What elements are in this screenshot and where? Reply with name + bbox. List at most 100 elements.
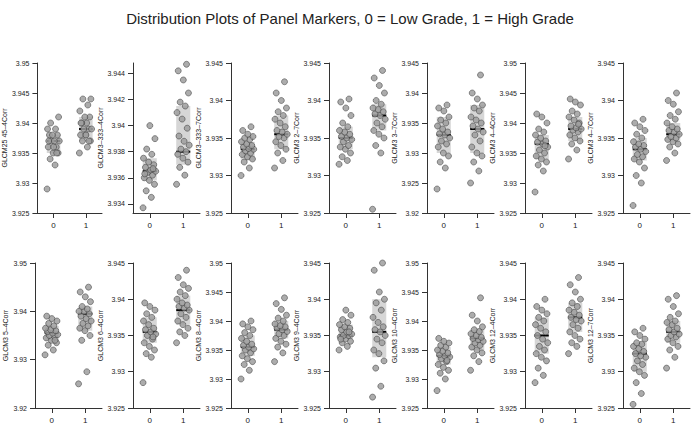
svg-text:3.935: 3.935 [597,135,615,142]
svg-text:0: 0 [148,416,153,425]
svg-text:3.94: 3.94 [209,318,223,325]
svg-text:GLCM3 12–7Corr: GLCM3 12–7Corr [587,307,594,363]
svg-text:0: 0 [638,416,643,425]
svg-text:0: 0 [50,416,55,425]
svg-text:3.925: 3.925 [597,405,615,412]
svg-text:3.93: 3.93 [16,180,30,187]
svg-text:0: 0 [246,416,251,425]
svg-text:0: 0 [51,221,56,230]
svg-text:0: 0 [344,221,349,230]
svg-text:1: 1 [83,416,88,425]
svg-text:3.935: 3.935 [401,347,419,354]
svg-text:GLCM3–333–4Corr: GLCM3–333–4Corr [97,107,104,169]
svg-text:3.92: 3.92 [405,210,419,217]
svg-text:3.95: 3.95 [209,260,223,267]
svg-text:1: 1 [279,221,284,230]
svg-text:1: 1 [671,416,676,425]
svg-text:1: 1 [377,221,382,230]
svg-text:3.935: 3.935 [303,332,321,339]
svg-text:3.945: 3.945 [499,90,517,97]
svg-text:0: 0 [442,221,447,230]
svg-text:3.945: 3.945 [303,260,321,267]
svg-text:GLCM3 3–7Corr: GLCM3 3–7Corr [391,112,398,164]
svg-text:GLCM3 5–4Corr: GLCM3 5–4Corr [2,309,9,361]
svg-text:3.95: 3.95 [405,260,419,267]
svg-text:3.93: 3.93 [209,376,223,383]
svg-text:3.945: 3.945 [499,260,517,267]
svg-text:3.93: 3.93 [601,368,615,375]
svg-text:3.93: 3.93 [405,376,419,383]
svg-text:0: 0 [442,416,447,425]
svg-text:3.94: 3.94 [16,120,30,127]
svg-text:3.945: 3.945 [205,60,223,67]
svg-text:GLCM3 12–4Corr: GLCM3 12–4Corr [489,307,496,363]
svg-text:3.925: 3.925 [401,405,419,412]
svg-text:3.935: 3.935 [499,332,517,339]
svg-text:3.925: 3.925 [205,405,223,412]
svg-text:3.925: 3.925 [303,405,321,412]
svg-text:0: 0 [638,221,643,230]
svg-text:3.945: 3.945 [597,60,615,67]
svg-text:3.93: 3.93 [307,368,321,375]
svg-text:GLCM3 2–7Corr: GLCM3 2–7Corr [293,112,300,164]
svg-text:1: 1 [181,221,186,230]
svg-text:3.94: 3.94 [503,296,517,303]
svg-text:3.94: 3.94 [111,296,125,303]
svg-text:3.925: 3.925 [12,210,30,217]
svg-text:3.94: 3.94 [13,308,27,315]
svg-text:3.945: 3.945 [303,60,321,67]
svg-text:3.925: 3.925 [303,210,321,217]
svg-text:3.945: 3.945 [205,289,223,296]
svg-text:3.935: 3.935 [205,135,223,142]
svg-text:3.925: 3.925 [107,405,125,412]
svg-text:3.93: 3.93 [601,172,615,179]
svg-text:Distribution Plots of Panel Ma: Distribution Plots of Panel Markers, 0 =… [126,10,574,27]
svg-text:GLCM3 4–4Corr: GLCM3 4–4Corr [489,112,496,164]
svg-text:3.935: 3.935 [303,135,321,142]
svg-text:1: 1 [181,416,186,425]
svg-text:3.925: 3.925 [401,180,419,187]
svg-text:3.93: 3.93 [209,172,223,179]
svg-text:3.925: 3.925 [499,405,517,412]
svg-text:3.944: 3.944 [107,70,125,77]
svg-text:3.93: 3.93 [503,368,517,375]
svg-text:3.93: 3.93 [503,180,517,187]
svg-text:3.934: 3.934 [107,200,125,207]
svg-text:1: 1 [671,221,676,230]
svg-text:0: 0 [246,221,251,230]
svg-text:3.94: 3.94 [307,97,321,104]
svg-text:GLCM3 10–4Corr: GLCM3 10–4Corr [391,307,398,363]
svg-text:3.938: 3.938 [107,148,125,155]
svg-text:3.945: 3.945 [597,260,615,267]
svg-text:0: 0 [540,221,545,230]
svg-text:1: 1 [475,221,480,230]
svg-text:GLCM3 8–4Corr: GLCM3 8–4Corr [195,309,202,361]
svg-text:3.94: 3.94 [307,296,321,303]
svg-text:3.95: 3.95 [16,60,30,67]
svg-text:GLCM3 4–7Corr: GLCM3 4–7Corr [587,112,594,164]
svg-text:3.942: 3.942 [107,96,125,103]
svg-text:3.94: 3.94 [111,122,125,129]
svg-text:3.935: 3.935 [107,332,125,339]
svg-text:3.93: 3.93 [405,150,419,157]
svg-text:3.93: 3.93 [111,368,125,375]
svg-text:3.935: 3.935 [597,332,615,339]
svg-text:3.93: 3.93 [307,172,321,179]
svg-text:3.945: 3.945 [12,90,30,97]
svg-text:3.945: 3.945 [107,260,125,267]
svg-text:0: 0 [148,221,153,230]
svg-text:3.95: 3.95 [503,60,517,67]
svg-text:3.925: 3.925 [499,210,517,217]
svg-text:3.94: 3.94 [209,97,223,104]
svg-text:0: 0 [344,416,349,425]
svg-text:3.935: 3.935 [401,120,419,127]
svg-text:3.95: 3.95 [13,260,27,267]
svg-text:GLCM3 6–4Corr: GLCM3 6–4Corr [97,309,104,361]
svg-text:3.936: 3.936 [107,174,125,181]
svg-text:1: 1 [475,416,480,425]
svg-text:3.94: 3.94 [601,296,615,303]
svg-text:3.94: 3.94 [601,97,615,104]
svg-text:1: 1 [279,416,284,425]
svg-text:1: 1 [573,221,578,230]
svg-text:3.925: 3.925 [205,210,223,217]
